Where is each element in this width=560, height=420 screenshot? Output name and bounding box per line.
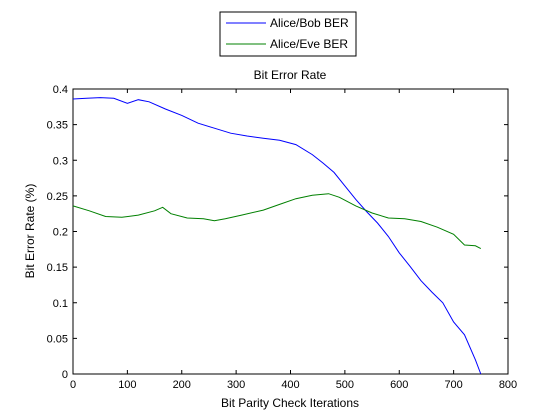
x-tick-label: 800 <box>499 379 517 391</box>
x-tick-label: 100 <box>118 379 136 391</box>
x-tick-label: 200 <box>173 379 191 391</box>
y-tick-label: 0 <box>62 369 68 381</box>
series-layer <box>72 97 482 375</box>
legend: Alice/Bob BER Alice/Eve BER <box>219 11 357 57</box>
x-tick-label: 700 <box>444 379 462 391</box>
y-tick-label: 0.4 <box>53 84 68 96</box>
y-tick-label: 0.1 <box>53 298 68 310</box>
axis-ticks: 0 100 200 300 400 500 600 700 800 0 0.05 0.1 0.15 0.2… <box>47 84 518 391</box>
y-tick-label: 0.35 <box>47 120 68 132</box>
y-tick-label: 0.15 <box>47 262 68 274</box>
x-tick-label: 300 <box>227 379 245 391</box>
legend-label-alice-eve: Alice/Eve BER <box>270 37 348 51</box>
x-tick-label: 0 <box>70 379 76 391</box>
x-tick-label: 600 <box>390 379 408 391</box>
plot-area <box>72 88 509 375</box>
chart-title: Bit Error Rate <box>254 68 327 82</box>
x-axis-label: Bit Parity Check Iterations <box>221 396 359 410</box>
y-tick-label: 0.3 <box>53 155 68 167</box>
series-line-alice-eve <box>72 193 482 250</box>
x-tick-label: 400 <box>281 379 299 391</box>
y-tick-label: 0.05 <box>47 333 68 345</box>
y-tick-label: 0.25 <box>47 191 68 203</box>
legend-label-alice-bob: Alice/Bob BER <box>270 16 349 30</box>
legend-box <box>219 11 357 57</box>
y-tick-label: 0.2 <box>53 227 68 239</box>
series-line-alice-bob <box>72 97 482 375</box>
x-tick-label: 500 <box>336 379 354 391</box>
y-axis-label: Bit Error Rate (%) <box>23 184 37 279</box>
